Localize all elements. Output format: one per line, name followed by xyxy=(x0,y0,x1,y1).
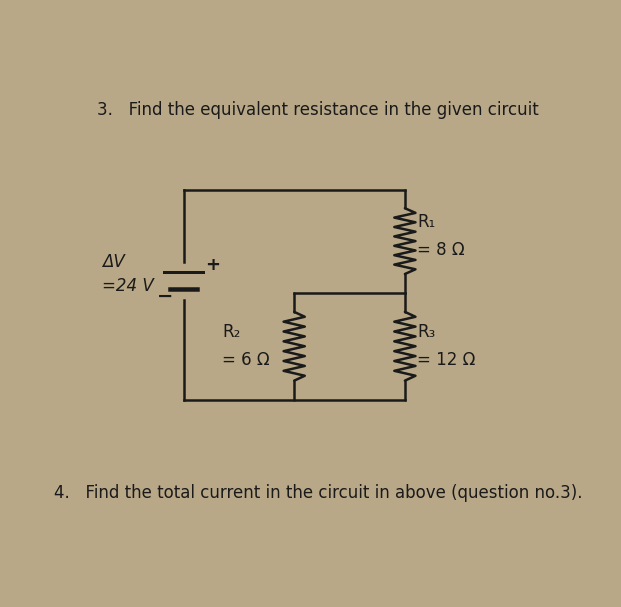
Text: =24 V: =24 V xyxy=(102,277,153,294)
Text: R₂: R₂ xyxy=(222,324,240,341)
Text: R₁: R₁ xyxy=(417,214,435,231)
Text: +: + xyxy=(205,256,220,274)
Text: 4.   Find the total current in the circuit in above (question no.3).: 4. Find the total current in the circuit… xyxy=(54,484,582,502)
Text: = 8 Ω: = 8 Ω xyxy=(417,242,465,259)
Text: −: − xyxy=(157,287,173,306)
Text: 3.   Find the equivalent resistance in the given circuit: 3. Find the equivalent resistance in the… xyxy=(97,101,539,119)
Text: R₃: R₃ xyxy=(417,324,435,341)
Text: = 6 Ω: = 6 Ω xyxy=(222,351,270,369)
Text: = 12 Ω: = 12 Ω xyxy=(417,351,475,369)
Text: ΔV: ΔV xyxy=(102,253,124,271)
